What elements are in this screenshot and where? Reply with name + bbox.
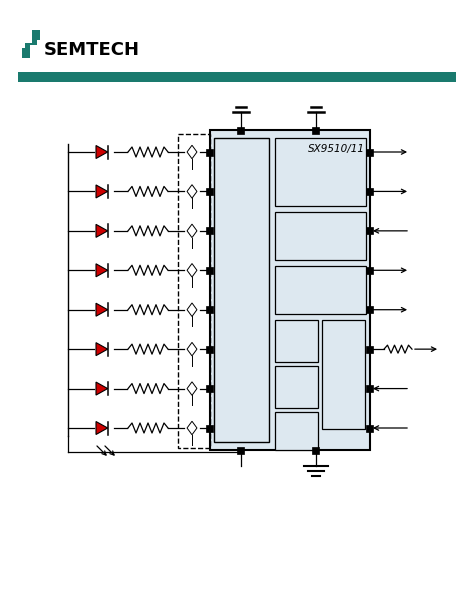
Polygon shape — [187, 343, 197, 356]
Polygon shape — [187, 185, 197, 198]
Bar — [207, 188, 213, 195]
Bar — [312, 126, 319, 134]
Polygon shape — [96, 145, 108, 159]
Bar — [275, 266, 366, 314]
Text: SX9510/11: SX9510/11 — [308, 144, 365, 154]
Polygon shape — [187, 224, 197, 238]
Bar — [37, 40, 40, 53]
Bar — [22, 30, 32, 43]
Polygon shape — [187, 421, 197, 435]
Polygon shape — [96, 224, 108, 237]
Bar — [366, 227, 374, 234]
Bar — [207, 346, 213, 352]
Polygon shape — [187, 382, 197, 395]
Polygon shape — [187, 145, 197, 159]
Bar — [366, 346, 374, 352]
Bar — [207, 267, 213, 274]
Bar — [18, 72, 456, 82]
Bar — [214, 138, 269, 442]
Bar — [237, 446, 245, 454]
Bar — [207, 424, 213, 432]
Bar — [312, 446, 319, 454]
Bar — [366, 148, 374, 156]
Bar — [207, 148, 213, 156]
Bar — [322, 320, 365, 429]
Polygon shape — [96, 303, 108, 316]
Bar — [366, 188, 374, 195]
Bar — [275, 412, 318, 450]
Polygon shape — [96, 264, 108, 277]
Bar — [366, 424, 374, 432]
Bar — [366, 267, 374, 274]
Polygon shape — [96, 185, 108, 198]
Bar — [237, 126, 245, 134]
Bar — [275, 138, 366, 206]
Polygon shape — [187, 303, 197, 316]
Bar — [207, 385, 213, 392]
Bar — [366, 385, 374, 392]
Polygon shape — [96, 343, 108, 356]
Polygon shape — [96, 382, 108, 395]
Polygon shape — [96, 422, 108, 435]
Bar — [22, 30, 40, 58]
Polygon shape — [187, 264, 197, 277]
Bar — [210, 130, 370, 450]
Bar — [30, 45, 40, 58]
Text: SEMTECH: SEMTECH — [44, 41, 140, 59]
Bar — [275, 320, 318, 362]
Bar — [366, 306, 374, 313]
Bar — [207, 227, 213, 234]
Bar — [22, 35, 25, 48]
Bar — [275, 366, 318, 408]
Bar — [275, 212, 366, 260]
Bar — [207, 306, 213, 313]
Bar — [178, 134, 210, 448]
